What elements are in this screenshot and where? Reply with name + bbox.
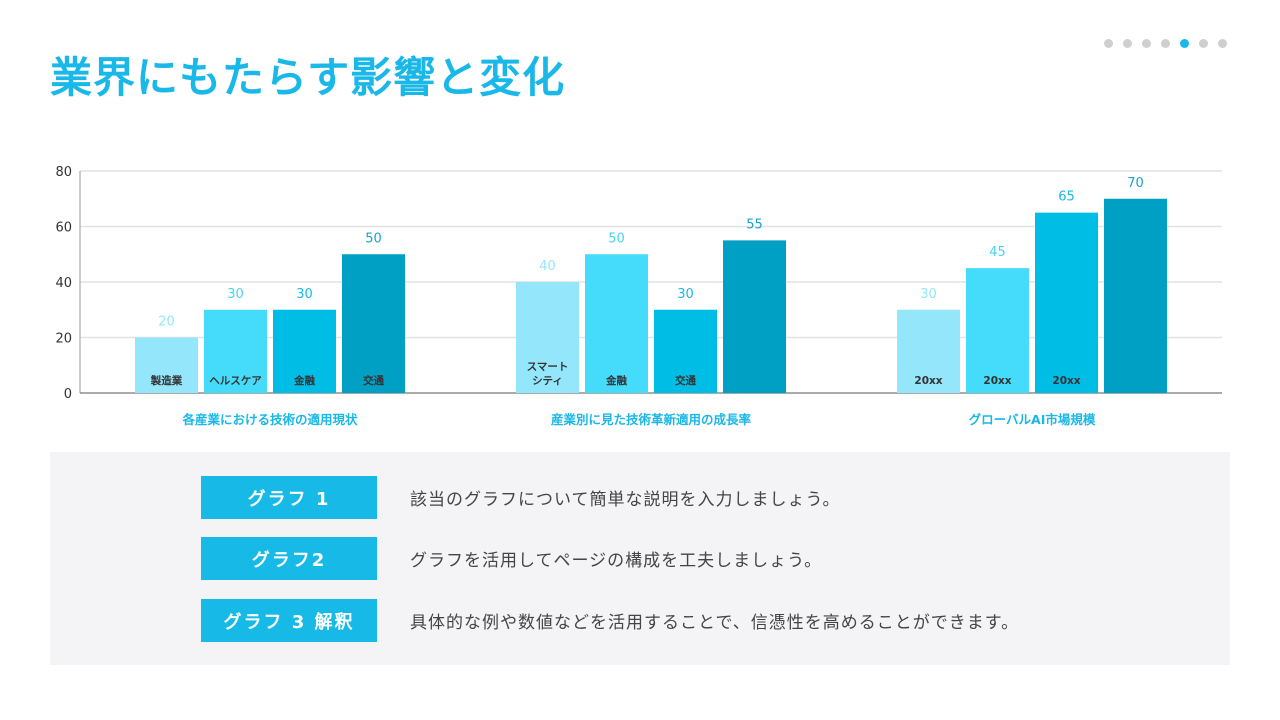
page-dot[interactable] <box>1180 39 1189 48</box>
note-row-1: グラフ 1 該当のグラフについて簡単な説明を入力しましょう。 <box>201 476 840 519</box>
bar <box>1104 198 1167 393</box>
data-label: 30 <box>677 287 694 302</box>
bar <box>966 268 1029 393</box>
page-title: 業界にもたらす影響と変化 <box>50 53 566 102</box>
group-title: 産業別に見た技術革新適用の成長率 <box>551 412 752 427</box>
page-dot[interactable] <box>1161 39 1170 48</box>
graph-2-badge: グラフ2 <box>201 537 377 580</box>
graph-3-badge: グラフ 3 解釈 <box>201 599 377 642</box>
bar <box>135 337 198 393</box>
category-label: 20xx <box>1052 375 1080 387</box>
group-title: 各産業における技術の適用現状 <box>181 412 358 427</box>
data-label: 45 <box>989 245 1006 260</box>
category-label: 交通 <box>675 374 696 387</box>
graph-3-description: 具体的な例や数値などを活用することで、信憑性を高めることができます。 <box>410 613 1020 633</box>
page-dot[interactable] <box>1199 39 1208 48</box>
category-label: 金融 <box>293 374 315 387</box>
bar <box>585 254 648 393</box>
graph-1-description: 該当のグラフについて簡単な説明を入力しましょう。 <box>410 490 841 510</box>
page-dot[interactable] <box>1123 39 1132 48</box>
bar <box>273 309 336 393</box>
note-row-2: グラフ2 グラフを活用してページの構成を工夫しましょう。 <box>201 537 822 580</box>
data-label: 70 <box>1127 176 1144 191</box>
bar <box>1035 212 1098 393</box>
y-tick-label: 80 <box>55 165 72 180</box>
bar <box>204 309 267 393</box>
y-tick-label: 60 <box>55 221 72 236</box>
page-dot[interactable] <box>1104 39 1113 48</box>
note-row-3: グラフ 3 解釈 具体的な例や数値などを活用することで、信憑性を高めることができ… <box>201 599 1019 642</box>
category-label: 20xx <box>914 375 942 387</box>
y-tick-label: 0 <box>64 387 72 402</box>
graph-2-description: グラフを活用してページの構成を工夫しましょう。 <box>410 551 823 571</box>
bar <box>723 240 786 393</box>
category-label: 交通 <box>363 374 384 387</box>
category-label: シティ <box>532 375 563 387</box>
bar <box>516 282 579 393</box>
y-tick-label: 40 <box>55 276 72 291</box>
data-label: 50 <box>608 231 625 246</box>
y-tick-label: 20 <box>55 332 72 347</box>
data-label: 55 <box>746 217 763 232</box>
pagination-dots <box>1104 39 1227 48</box>
data-label: 20 <box>158 315 175 330</box>
bar <box>897 309 960 393</box>
page-dot[interactable] <box>1142 39 1151 48</box>
category-label: スマート <box>527 361 569 373</box>
data-label: 40 <box>539 259 556 274</box>
bar-chart: 0 20 40 60 80 20 製造業 30 ヘルスケア 30 金融 50 交通各産業における技術の適… <box>55 165 1222 427</box>
category-label: 20xx <box>983 375 1011 387</box>
data-label: 50 <box>365 231 382 246</box>
category-label: ヘルスケア <box>209 375 262 387</box>
data-label: 65 <box>1058 190 1075 205</box>
data-label: 30 <box>227 287 244 302</box>
category-label: 金融 <box>605 374 627 387</box>
page-dot[interactable] <box>1218 39 1227 48</box>
data-label: 30 <box>920 287 937 302</box>
bar <box>342 254 405 393</box>
group-title: グローバルAI市場規模 <box>969 412 1096 427</box>
graph-1-badge: グラフ 1 <box>201 476 377 519</box>
category-label: 製造業 <box>150 374 183 387</box>
data-label: 30 <box>296 287 313 302</box>
bar <box>654 309 717 393</box>
